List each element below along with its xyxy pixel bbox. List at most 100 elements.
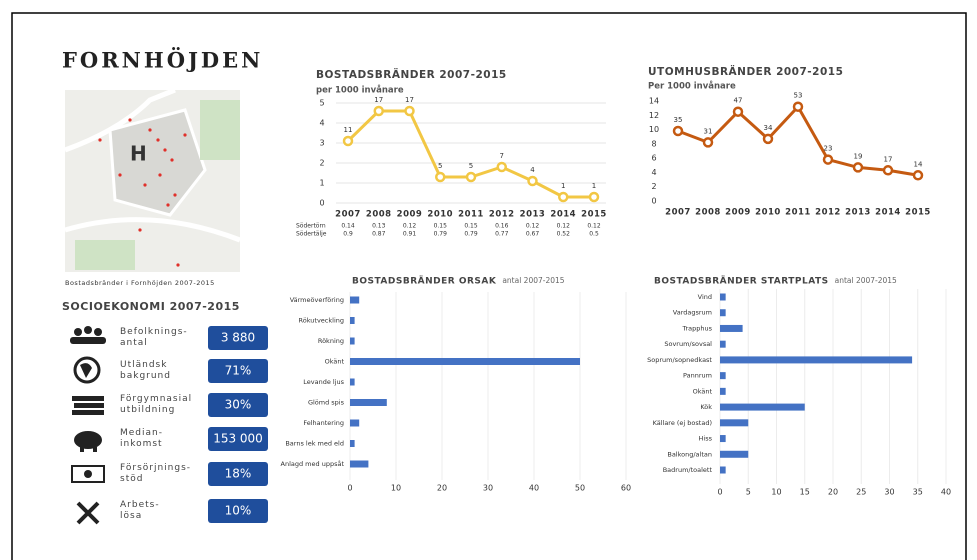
category-label: Badrum/toalett <box>663 466 713 474</box>
category-label: Värmeöverföring <box>290 296 344 304</box>
count-label: 53 <box>794 92 803 100</box>
value-text: 30% <box>225 398 252 412</box>
count-label: 17 <box>884 155 893 163</box>
value-text: 3 880 <box>221 331 255 345</box>
table-cell: 0.77 <box>495 231 509 238</box>
x-tick-label: 0 <box>347 484 352 493</box>
chart-title: BOSTADSBRÄNDER 2007-2015 <box>316 67 507 81</box>
category-label: Vardagsrum <box>673 309 712 317</box>
bar <box>720 340 726 348</box>
table-cell: 0.13 <box>372 223 386 230</box>
bar <box>350 317 355 324</box>
value-box <box>208 359 268 383</box>
point <box>762 133 774 145</box>
bar <box>350 460 369 468</box>
category-label: Balkong/altan <box>667 450 712 458</box>
table-cell: 0.91 <box>403 231 417 238</box>
count-label: 17 <box>374 96 383 104</box>
x-tick-label: 35 <box>913 488 923 497</box>
point <box>912 170 924 181</box>
bar <box>720 387 726 395</box>
bar <box>350 358 580 365</box>
y-tick-label: 1 <box>319 179 324 188</box>
table-cell: 0.52 <box>557 231 571 238</box>
chart-subtitle: Per 1000 invånare <box>648 81 736 92</box>
table-cell: 0.79 <box>434 231 448 238</box>
chart-title: UTOMHUSBRÄNDER 2007-2015 <box>648 64 843 78</box>
value-box <box>208 499 268 523</box>
y-tick-label: 12 <box>649 111 659 120</box>
x-tick-label: 2008 <box>366 210 392 220</box>
value-box <box>208 427 268 451</box>
category-label: Hiss <box>699 435 713 443</box>
count-label: 14 <box>914 160 923 168</box>
value-text: 18% <box>225 467 252 481</box>
y-tick-label: 2 <box>651 182 656 191</box>
bar <box>350 419 360 427</box>
count-label: 7 <box>500 152 504 160</box>
category-label: Källare (ej bostad) <box>653 419 712 427</box>
table-cell: 0.12 <box>526 223 540 230</box>
x-tick-label: 10 <box>391 484 401 493</box>
x-tick-label: 2012 <box>489 210 515 220</box>
bar <box>720 419 749 427</box>
chart-subtitle: antal 2007-2015 <box>502 276 564 285</box>
table-cell: 0.79 <box>464 231 478 238</box>
category-label: Kök <box>700 403 712 411</box>
y-tick-label: 5 <box>319 99 324 108</box>
table-row-label: Södertörn <box>296 223 326 230</box>
x-tick-label: 60 <box>621 484 631 493</box>
point <box>435 171 446 183</box>
value-box <box>208 462 268 486</box>
count-label: 4 <box>530 166 535 174</box>
bar <box>720 403 805 411</box>
point <box>672 125 684 137</box>
bar <box>720 293 726 301</box>
point <box>465 171 477 183</box>
x-tick-label: 15 <box>800 488 810 497</box>
socio-label: Median-inkomst <box>120 428 163 449</box>
category-label: Okänt <box>693 387 713 395</box>
category-label: Felhantering <box>303 419 344 427</box>
point <box>882 165 894 176</box>
count-label: 19 <box>854 152 863 160</box>
socio-title: SOCIOEKONOMI 2007-2015 <box>62 300 240 313</box>
y-tick-label: 10 <box>649 125 659 134</box>
count-label: 1 <box>592 182 596 190</box>
line <box>346 109 594 199</box>
x-tick-label: 40 <box>529 484 539 493</box>
point <box>558 191 569 203</box>
socio-label: Befolknings-antal <box>120 327 188 348</box>
table-cell: 0.9 <box>343 231 353 238</box>
frame <box>11 12 967 560</box>
point <box>373 105 384 117</box>
count-label: 31 <box>704 127 713 135</box>
category-label: Anlagd med uppsåt <box>281 459 345 468</box>
bar <box>350 440 355 447</box>
line <box>677 104 919 177</box>
count-label: 1 <box>561 182 565 190</box>
x-tick-label: 2015 <box>581 210 607 220</box>
x-tick-label: 20 <box>437 484 447 493</box>
x-tick-label: 2013 <box>845 208 871 218</box>
bar <box>350 337 355 345</box>
y-tick-label: 14 <box>649 97 659 106</box>
point <box>702 137 714 148</box>
table-cell: 0.14 <box>341 223 355 230</box>
point <box>404 105 415 117</box>
chart-title: BOSTADSBRÄNDER ORSAK <box>352 276 497 287</box>
chart-title: BOSTADSBRÄNDER STARTPLATS <box>654 276 829 287</box>
bar <box>720 435 726 443</box>
bar <box>720 450 749 458</box>
value-text: 71% <box>225 364 252 378</box>
point <box>732 106 744 117</box>
x-tick-label: 2009 <box>397 210 423 220</box>
y-tick-label: 6 <box>651 154 656 163</box>
value-text: 153 000 <box>213 432 263 446</box>
table-cell: 0.16 <box>495 223 509 230</box>
point <box>588 191 600 203</box>
x-tick-label: 2014 <box>875 208 901 218</box>
x-tick-label: 2010 <box>427 210 453 220</box>
chart-subtitle: per 1000 invånare <box>316 85 404 96</box>
